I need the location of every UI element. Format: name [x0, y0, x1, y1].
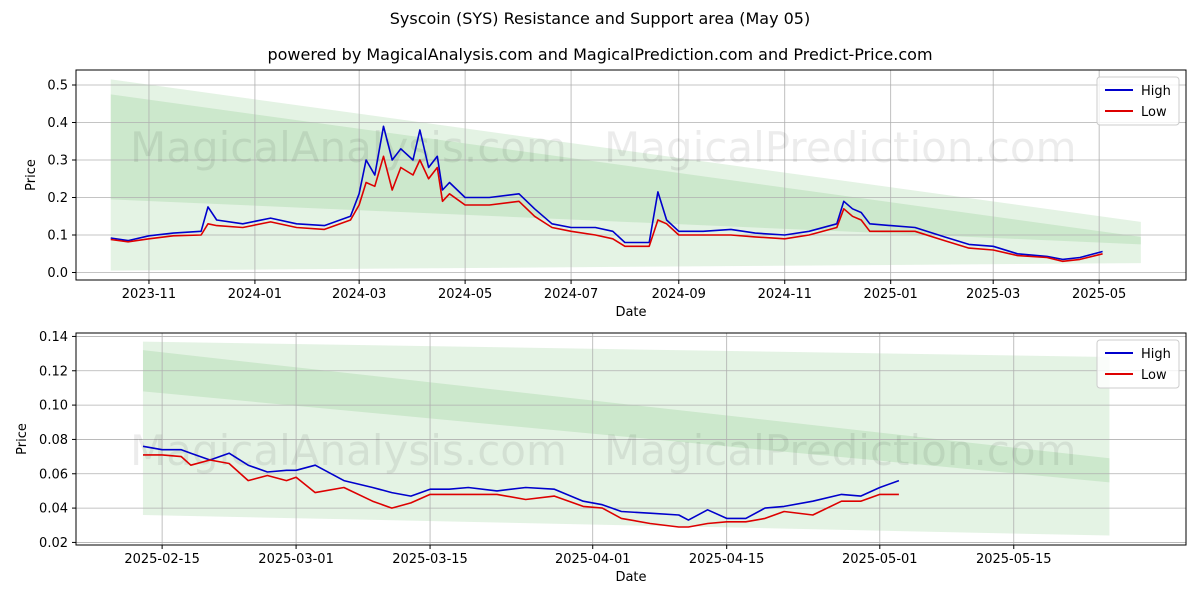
watermark-text: MagicalPrediction.com: [604, 426, 1077, 475]
top-series-low: [110, 155, 1103, 263]
top-x-tick-label: 2025-01: [864, 287, 918, 302]
bottom-series-low: [143, 454, 899, 528]
bottom-y-tick-label: 0.14: [39, 330, 68, 345]
top-band-1: [110, 79, 1141, 271]
bottom-band-1: [142, 341, 1110, 536]
top-x-tick-label: 2024-09: [652, 287, 706, 302]
bottom-series-high: [142, 445, 900, 521]
top-x-tick-label: 2025-05: [1072, 287, 1126, 302]
bottom-x-tick-label: 2025-05-15: [976, 552, 1052, 567]
bottom-y-axis-label: Price: [15, 423, 30, 455]
top-y-tick-label: 0.0: [47, 266, 68, 281]
bottom-legend-label-high: High: [1141, 347, 1171, 362]
bottom-x-tick-label: 2025-05-01: [842, 552, 918, 567]
bottom-y-tick-label: 0.10: [39, 399, 68, 414]
top-legend-label-low: Low: [1141, 105, 1167, 120]
watermark-text: MagicalPrediction.com: [604, 123, 1077, 172]
top-y-axis-label: Price: [24, 159, 39, 191]
top-x-tick-label: 2024-11: [758, 287, 812, 302]
top-plot-frame: [75, 69, 1187, 281]
top-x-tick-label: 2025-03: [966, 287, 1020, 302]
top-x-tick-label: 2024-05: [438, 287, 492, 302]
watermark-text: MagicalAnalysis.com: [130, 123, 567, 172]
bottom-band-2: [142, 350, 1110, 483]
bottom-y-tick-label: 0.06: [39, 467, 68, 482]
bottom-y-tick-label: 0.04: [39, 502, 68, 517]
bottom-y-tick-label: 0.12: [39, 364, 68, 379]
top-band-2: [110, 94, 1141, 245]
bottom-x-tick-label: 2025-04-01: [555, 552, 631, 567]
top-series-high: [110, 125, 1103, 261]
top-x-tick-label: 2023-11: [122, 287, 176, 302]
top-x-tick-label: 2024-03: [332, 287, 386, 302]
top-y-tick-label: 0.3: [47, 154, 68, 169]
top-y-tick-label: 0.2: [47, 191, 68, 206]
watermark-text: MagicalAnalysis.com: [130, 426, 567, 475]
top-y-tick-label: 0.1: [47, 229, 68, 244]
top-x-tick-label: 2024-07: [544, 287, 598, 302]
top-x-tick-label: 2024-01: [228, 287, 282, 302]
bottom-x-tick-label: 2025-04-15: [689, 552, 765, 567]
top-y-tick-label: 0.5: [47, 79, 68, 94]
bottom-legend-label-low: Low: [1141, 368, 1167, 383]
top-y-tick-label: 0.4: [47, 116, 68, 131]
top-panel: MagicalAnalysis.com MagicalPrediction.com…: [24, 69, 1187, 320]
bottom-panel: MagicalAnalysis.com MagicalPrediction.com…: [15, 330, 1187, 585]
chart-subtitle: powered by MagicalAnalysis.com and Magic…: [267, 45, 933, 64]
bottom-y-tick-label: 0.02: [39, 536, 68, 551]
bottom-x-tick-label: 2025-03-15: [392, 552, 468, 567]
bottom-x-axis-label: Date: [615, 570, 646, 585]
top-legend-label-high: High: [1141, 84, 1171, 99]
bottom-y-tick-label: 0.08: [39, 433, 68, 448]
bottom-x-tick-label: 2025-02-15: [124, 552, 200, 567]
chart-title: Syscoin (SYS) Resistance and Support are…: [389, 9, 811, 28]
top-x-axis-label: Date: [615, 305, 646, 320]
bottom-x-tick-label: 2025-03-01: [258, 552, 334, 567]
